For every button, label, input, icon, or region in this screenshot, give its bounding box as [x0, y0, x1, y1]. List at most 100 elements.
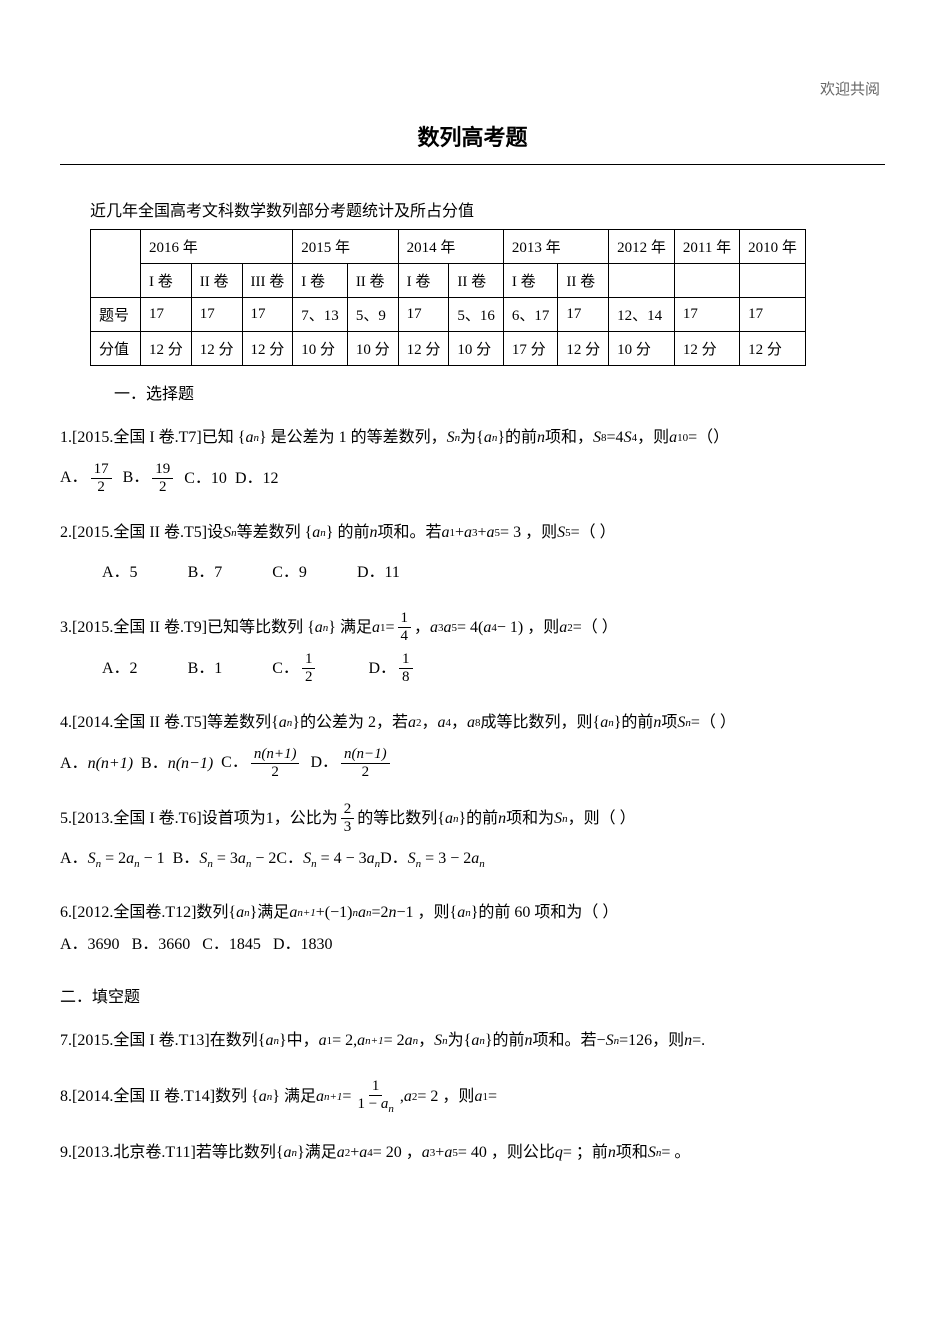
- table-cell: I 卷: [293, 264, 348, 298]
- table-cell: III 卷: [242, 264, 293, 298]
- table-cell: 2014 年: [398, 230, 503, 264]
- question-3: 3.[2015.全国 II 卷.T9]已知等比数列 {an} 满足 a1 = 1…: [60, 611, 885, 685]
- q1-text: 项和，: [545, 422, 593, 454]
- section-2-header: 二．填空题: [60, 983, 885, 1007]
- q8-text: =: [488, 1081, 497, 1113]
- q9-text: = 20 ，: [373, 1137, 422, 1169]
- table-cell: 17: [141, 298, 192, 332]
- q2-text: } 的前: [326, 517, 370, 549]
- table-cell: 10 分: [609, 332, 675, 366]
- q9-text: = ；前: [563, 1137, 608, 1169]
- q2-text: 等差数列 {: [237, 517, 313, 549]
- q3-option-a: A．2: [102, 653, 138, 685]
- table-cell: 12 分: [398, 332, 449, 366]
- q1-option-c: C．10: [184, 463, 227, 495]
- intro-text: 近几年全国高考文科数学数列部分考题统计及所占分值: [90, 197, 885, 221]
- q1-option-d: D．12: [235, 463, 279, 495]
- question-9: 9.[2013.北京卷.T11]若等比数列{an}满足 a2 + a4 = 20…: [60, 1137, 885, 1169]
- q6-text: 6.[2012.全国卷.T12]数列{: [60, 897, 236, 929]
- q1-text: 为{: [460, 422, 484, 454]
- q5-option-d: D．Sn = 3 − 2an: [380, 843, 485, 875]
- q2-text: 项和。若: [377, 517, 441, 549]
- table-cell: 12 分: [191, 332, 242, 366]
- q9-text: = 。: [661, 1137, 690, 1169]
- table-cell: II 卷: [191, 264, 242, 298]
- table-row-label: 分值: [91, 332, 141, 366]
- q1-option-a: A．172: [60, 462, 115, 495]
- q9-text: = 40 ，则公比: [458, 1137, 555, 1169]
- q6-option-c: C．1845: [202, 936, 261, 953]
- q3-text: = 4(: [457, 612, 483, 644]
- table-cell: 5、9: [347, 298, 398, 332]
- table-row-qnum: 题号 17 17 17 7、13 5、9 17 5、16 6、17 17 12、…: [91, 298, 806, 332]
- table-row-label: 题号: [91, 298, 141, 332]
- q4-text: }的公差为 2，若: [292, 707, 408, 739]
- table-cell: I 卷: [503, 264, 558, 298]
- q8-text: = 2 ，则: [417, 1081, 474, 1113]
- q2-option-c: C．9: [272, 557, 307, 589]
- table-cell: 7、13: [293, 298, 348, 332]
- q1-text: }的前: [497, 422, 537, 454]
- q7-text: ，: [418, 1025, 434, 1057]
- q7-text: 项和。若−: [533, 1025, 606, 1057]
- q6-option-d: D．1830: [273, 936, 333, 953]
- table-cell: 2015 年: [293, 230, 398, 264]
- q9-text: q: [555, 1137, 563, 1169]
- table-cell: 12 分: [558, 332, 609, 366]
- q7-text: =.: [692, 1025, 705, 1057]
- q5-option-c: C．Sn = 4 − 3an: [276, 843, 380, 875]
- q4-text: 4.[2014.全国 II 卷.T5]等差数列{: [60, 707, 279, 739]
- q6-text: +(−1): [316, 897, 353, 929]
- q2-option-d: D．11: [357, 557, 400, 589]
- q5-text: 5.[2013.全国 I 卷.T6]设首项为1，公比为: [60, 803, 338, 835]
- table-cell: 17: [740, 298, 806, 332]
- table-cell: 17: [191, 298, 242, 332]
- section-1-header: 一．选择题: [114, 380, 885, 404]
- q7-text: = 2: [384, 1025, 405, 1057]
- q3-text: ，: [414, 612, 430, 644]
- q7-text: =126，则: [619, 1025, 684, 1057]
- q4-text: 项: [661, 707, 677, 739]
- table-cell: I 卷: [141, 264, 192, 298]
- q1-text: =4: [607, 422, 624, 454]
- q3-text: } 满足: [328, 612, 372, 644]
- table-cell: 17: [558, 298, 609, 332]
- table-cell: 2012 年: [609, 230, 675, 264]
- table-cell: 17: [242, 298, 293, 332]
- q4-text: 成等比数列，则{: [481, 707, 601, 739]
- q3-option-c: C．12: [272, 652, 318, 685]
- q5-option-b: B．Sn = 3an − 2: [173, 843, 277, 875]
- q6-text: }满足: [250, 897, 290, 929]
- q1-text: =（）: [688, 422, 729, 454]
- q2-text: = 3 ，则: [500, 517, 557, 549]
- q6-option-a: A．3690: [60, 936, 120, 953]
- q5-text: }的前: [458, 803, 498, 835]
- table-cell: I 卷: [398, 264, 449, 298]
- q8-text: =: [342, 1081, 351, 1113]
- table-cell: II 卷: [347, 264, 398, 298]
- table-cell: II 卷: [449, 264, 504, 298]
- q6-text: }的前 60 项和为（ ）: [471, 897, 619, 929]
- table-cell: 17 分: [503, 332, 558, 366]
- table-cell: 5、16: [449, 298, 504, 332]
- q6-text: =2: [371, 897, 388, 929]
- q1-text: } 是公差为 1 的等差数列，: [259, 422, 447, 454]
- table-row-years: 2016 年 2015 年 2014 年 2013 年 2012 年 2011 …: [91, 230, 806, 264]
- q3-text: =: [385, 612, 394, 644]
- table-cell: 12 分: [740, 332, 806, 366]
- q5-text: ，则（ ）: [568, 803, 636, 835]
- table-cell: 12 分: [674, 332, 739, 366]
- q9-text: 9.[2013.北京卷.T11]若等比数列{: [60, 1137, 284, 1169]
- q1-option-b: B．192: [123, 462, 177, 495]
- q3-text: − 1) ，则: [497, 612, 559, 644]
- q4-text: ，: [451, 707, 467, 739]
- table-cell: 12 分: [242, 332, 293, 366]
- q9-text: 项和: [616, 1137, 648, 1169]
- table-cell-empty: [674, 264, 739, 298]
- q4-option-b: B．n(n−1): [141, 748, 213, 780]
- q4-option-c: C．n(n+1)2: [221, 747, 302, 780]
- table-cell-empty: [91, 230, 141, 298]
- q3-text: 3.[2015.全国 II 卷.T9]已知等比数列 {: [60, 612, 315, 644]
- q8-text: } 满足: [272, 1081, 316, 1113]
- question-1: 1.[2015.全国 I 卷.T7]已知 {an} 是公差为 1 的等差数列， …: [60, 422, 885, 495]
